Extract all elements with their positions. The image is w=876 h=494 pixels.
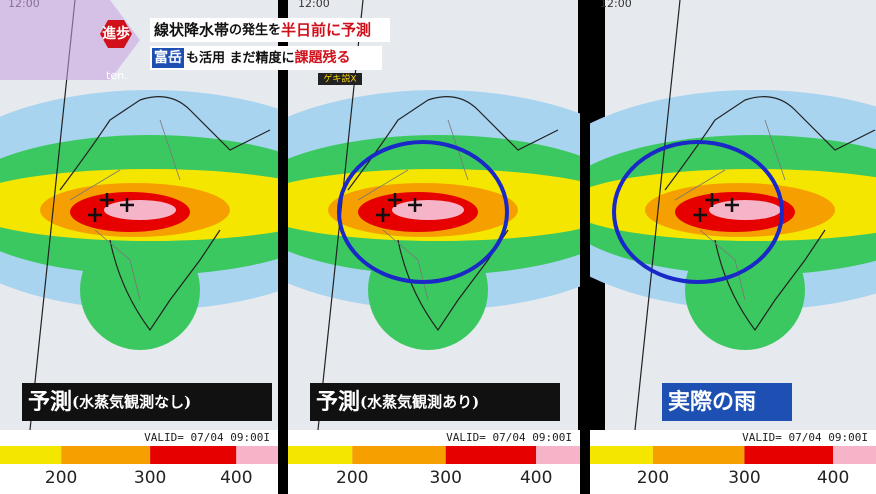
label: 予測 — [28, 389, 72, 415]
legend-label: 400 — [520, 468, 552, 488]
text: の発生を — [229, 22, 281, 38]
legend-label: 400 — [220, 468, 252, 488]
text: 線状降水帯 — [154, 21, 229, 39]
map-panel: 12:00 実際の雨 VALID= 07/04 09:00I 200 300 400 — [590, 0, 876, 494]
label: 実際の雨 — [668, 389, 756, 415]
legend-label: 200 — [637, 468, 669, 488]
legend-label: 300 — [134, 468, 166, 488]
highlight-circle — [337, 140, 509, 284]
map-panel: 12:00 予測(水蒸気観測あり) VALID= 07/04 09:00I 200 30… — [288, 0, 580, 494]
headline-2: 富岳 も活用 まだ精度に課題残る — [154, 49, 351, 66]
label: 予測 — [316, 389, 360, 415]
text: 富岳 — [154, 49, 182, 66]
colorbar-segment — [0, 446, 62, 464]
panel-label: 実際の雨 — [668, 389, 756, 415]
colorbar-segment — [652, 446, 745, 464]
legend-label: 200 — [45, 468, 77, 488]
legend-label: 200 — [336, 468, 368, 488]
headline-1: 線状降水帯の発生を半日前に予測 — [154, 21, 371, 39]
time-label: 12:00 — [298, 0, 330, 10]
valid-time: VALID= 07/04 09:00I — [144, 431, 270, 444]
valid-time: VALID= 07/04 09:00I — [446, 431, 572, 444]
label-box — [662, 383, 792, 421]
colorbar-segment — [536, 446, 580, 464]
sublabel: (水蒸気観測あり) — [360, 393, 479, 411]
colorbar-segment — [590, 446, 653, 464]
legend-label: 300 — [728, 468, 760, 488]
header: 進歩 ten. 線状降水帯の発生を半日前に予測 富岳 も活用 まだ精度に課題残る … — [0, 0, 390, 85]
text: 課題残る — [295, 49, 351, 66]
legend-label: 400 — [817, 468, 849, 488]
colorbar-segment — [288, 446, 353, 464]
badge: 進歩 — [102, 25, 130, 42]
colorbar-segment — [744, 446, 834, 464]
colorbar-segment — [150, 446, 237, 464]
colorbar-segment — [61, 446, 151, 464]
label-box — [310, 383, 560, 421]
text: 半日前に予測 — [281, 21, 371, 39]
colorbar-segment — [833, 446, 876, 464]
corner-logo: ゲキ説X — [323, 73, 356, 85]
time-label: 12:00 — [600, 0, 632, 10]
colorbar-segment — [445, 446, 537, 464]
panel-label: 予測(水蒸気観測なし) — [28, 389, 191, 415]
sublabel: (水蒸気観測なし) — [72, 393, 191, 411]
panel-label: 予測(水蒸気観測あり) — [316, 389, 479, 415]
colorbar-segment — [236, 446, 278, 464]
highlight-circle — [612, 140, 784, 284]
legend-label: 300 — [429, 468, 461, 488]
label-box — [22, 383, 272, 421]
valid-time: VALID= 07/04 09:00I — [742, 431, 868, 444]
text: も活用 まだ精度に — [186, 50, 295, 66]
logo: ten. — [106, 69, 128, 82]
colorbar-segment — [352, 446, 446, 464]
